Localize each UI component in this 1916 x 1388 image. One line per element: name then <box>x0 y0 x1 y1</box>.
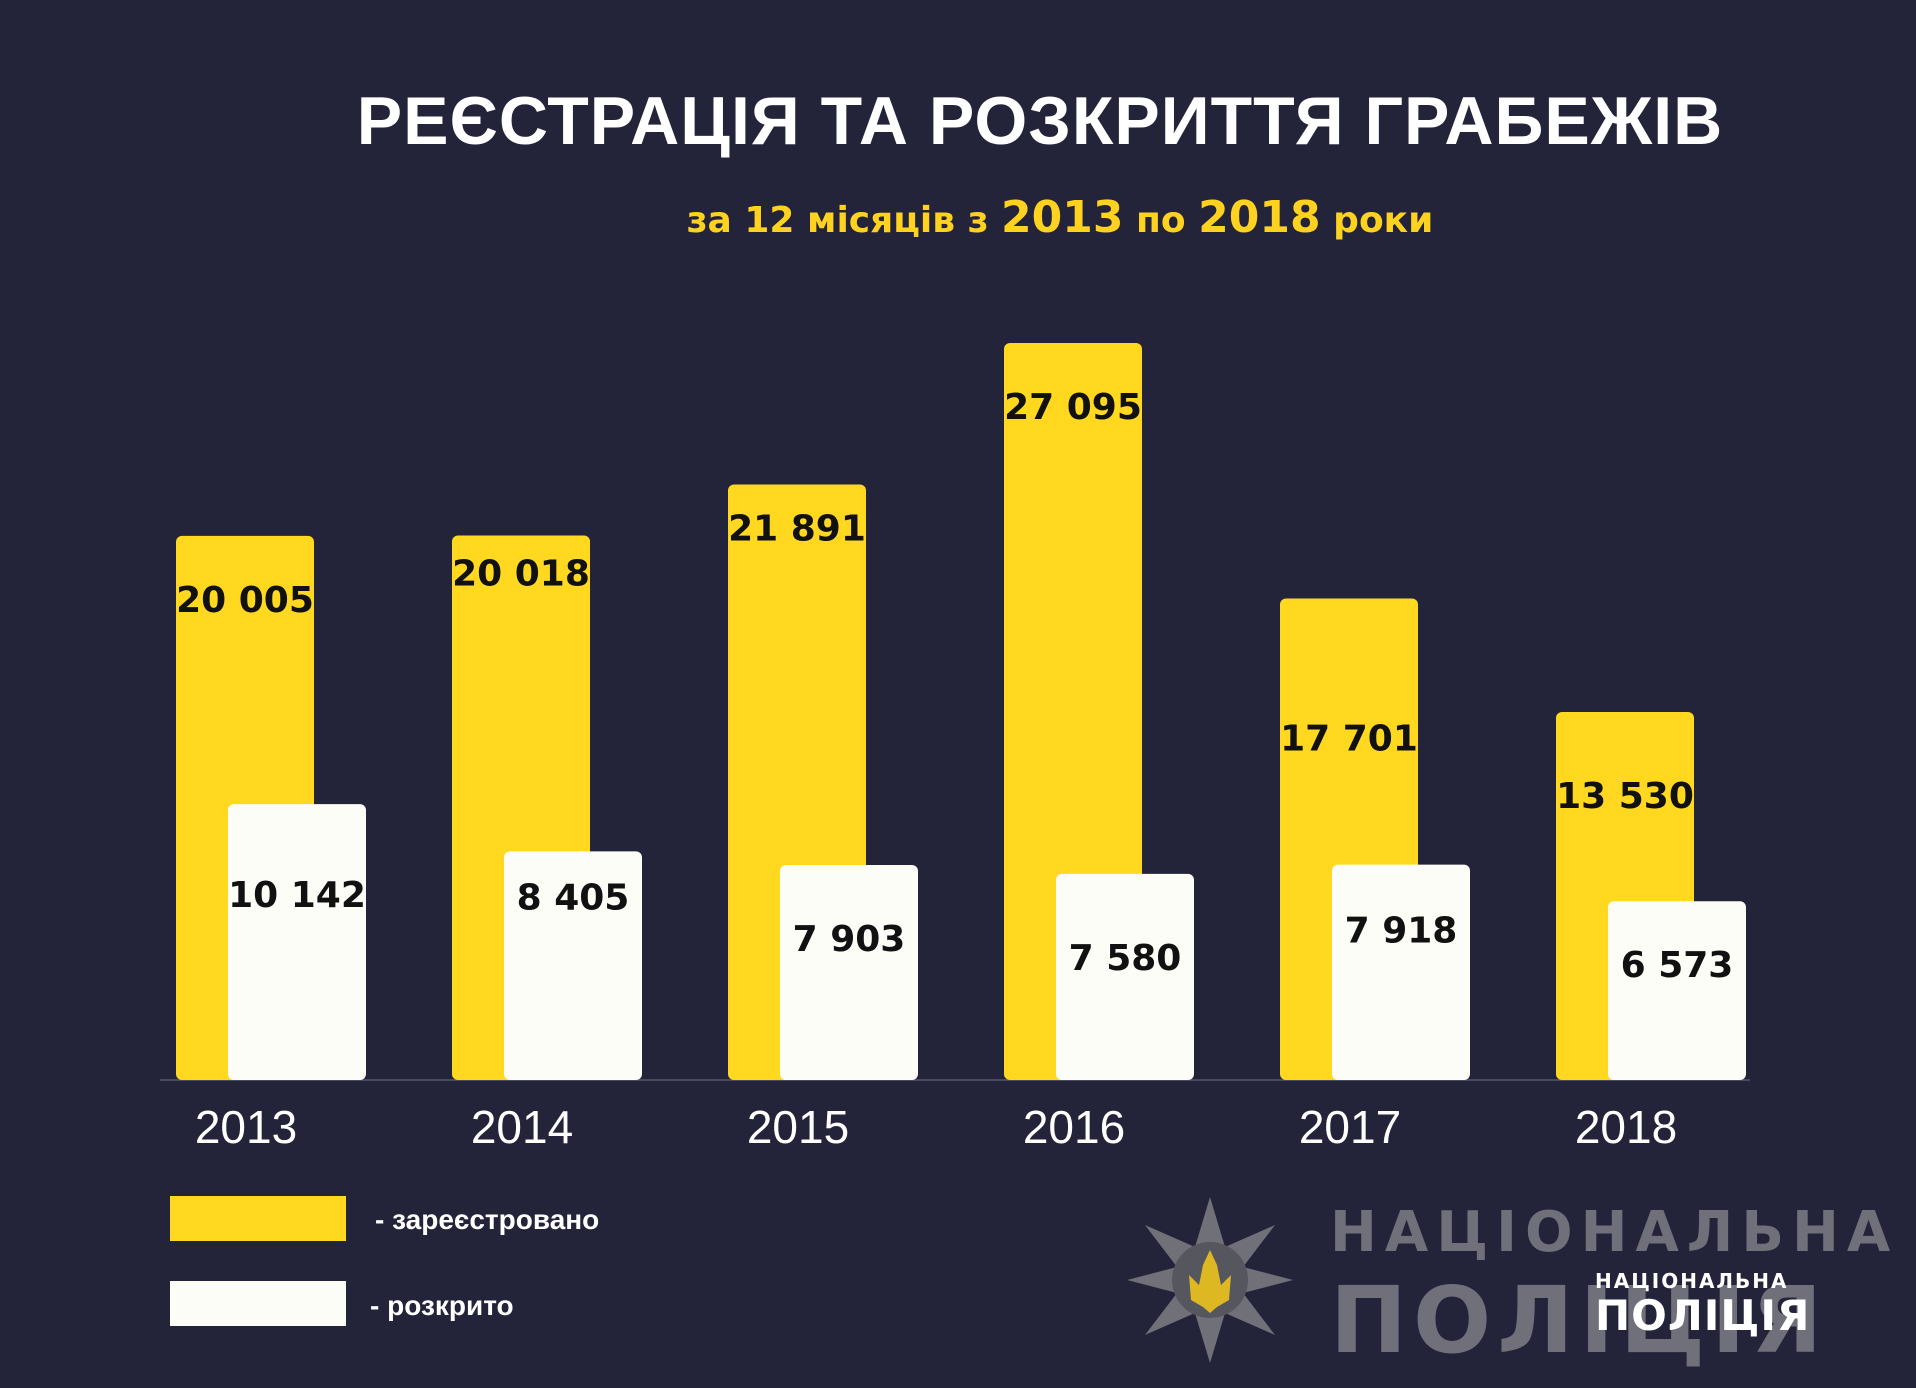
bar-solved-2015 <box>780 865 918 1080</box>
x-tick-label-2017: 2017 <box>1299 1101 1401 1153</box>
data-label-solved-2015: 7 903 <box>793 919 906 960</box>
legend-label-solved: - розкрито <box>370 1290 514 1321</box>
police-star-emblem-icon <box>1127 1197 1293 1363</box>
x-tick-label-2013: 2013 <box>195 1101 297 1153</box>
legend-swatch-solved <box>170 1281 346 1326</box>
data-label-registered-2018: 13 530 <box>1556 776 1694 817</box>
legend-swatch-registered <box>170 1196 346 1241</box>
watermark-small-line1: НАЦІОНАЛЬНА <box>1595 1269 1789 1293</box>
watermark-small-line2: ПОЛІЦІЯ <box>1595 1291 1811 1340</box>
data-label-registered-2014: 20 018 <box>452 553 590 594</box>
data-label-registered-2013: 20 005 <box>176 580 314 621</box>
chart-title: РЕЄСТРАЦІЯ ТА РОЗКРИТТЯ ГРАБЕЖІВ <box>356 83 1724 159</box>
data-label-solved-2017: 7 918 <box>1345 911 1458 952</box>
x-tick-label-2015: 2015 <box>747 1101 849 1153</box>
data-label-solved-2013: 10 142 <box>228 875 366 916</box>
data-label-registered-2016: 27 095 <box>1004 387 1142 428</box>
data-label-solved-2016: 7 580 <box>1069 938 1182 979</box>
x-tick-label-2016: 2016 <box>1023 1101 1125 1153</box>
subtitle-text-2: по <box>1123 200 1199 241</box>
bar-solved-2018 <box>1608 901 1746 1080</box>
subtitle-text-3: роки <box>1320 200 1434 241</box>
watermark-line1: НАЦІОНАЛЬНА <box>1330 1200 1899 1265</box>
subtitle-year-start: 2013 <box>1001 192 1124 243</box>
data-label-solved-2014: 8 405 <box>517 877 630 918</box>
subtitle-year-end: 2018 <box>1198 192 1321 243</box>
bar-solved-2013 <box>228 804 366 1080</box>
watermark-line2: ПОЛІЦІЯ <box>1330 1267 1829 1374</box>
data-label-registered-2015: 21 891 <box>728 509 866 550</box>
bar-solved-2017 <box>1332 864 1470 1080</box>
data-label-solved-2018: 6 573 <box>1621 945 1734 986</box>
data-label-registered-2017: 17 701 <box>1280 719 1418 760</box>
x-tick-label-2018: 2018 <box>1575 1101 1677 1153</box>
bar-solved-2014 <box>504 851 642 1080</box>
subtitle-text-1: за 12 місяців з <box>686 200 1002 241</box>
bar-solved-2016 <box>1056 873 1194 1080</box>
police-watermark: НАЦІОНАЛЬНА ПОЛІЦІЯ НАЦІОНАЛЬНА ПОЛІЦІЯ <box>1125 1195 1890 1374</box>
x-tick-label-2014: 2014 <box>471 1101 573 1153</box>
legend-label-registered: - зареєстровано <box>375 1204 600 1235</box>
chart-subtitle: за 12 місяців з 2013 по 2018 роки <box>0 192 1916 243</box>
